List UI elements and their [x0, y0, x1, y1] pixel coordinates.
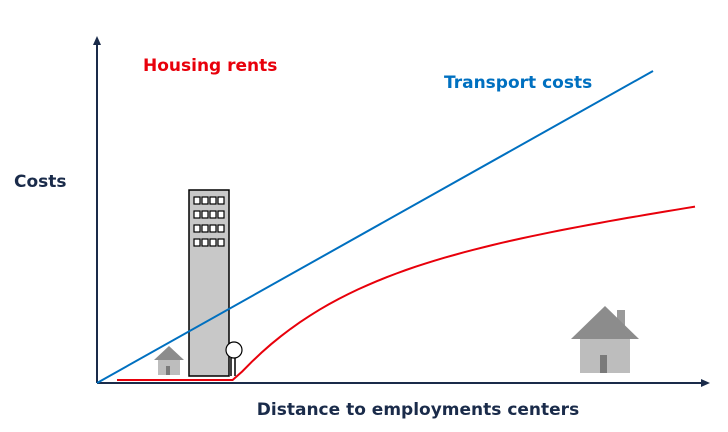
axes	[93, 36, 710, 387]
tower-window	[209, 238, 217, 247]
y-axis-label: Costs	[14, 172, 67, 192]
y-axis-arrow	[93, 36, 101, 45]
apartment-tower-icon	[188, 189, 230, 377]
tower-window	[217, 224, 225, 233]
x-axis-arrow	[701, 379, 710, 387]
tower-window	[193, 196, 201, 205]
tower-window	[193, 210, 201, 219]
series-line-transport-costs	[96, 70, 654, 384]
large-house-icon	[571, 306, 639, 373]
tower-window	[209, 196, 217, 205]
tower-window	[217, 196, 225, 205]
tower-window	[201, 224, 209, 233]
person-icon	[225, 341, 243, 376]
series-label-housing-rents: Housing rents	[143, 56, 277, 76]
tower-windows	[193, 196, 225, 247]
tower-window	[201, 196, 209, 205]
tower-window	[201, 210, 209, 219]
tower-window	[193, 224, 201, 233]
series-label-transport-costs: Transport costs	[444, 73, 592, 93]
small-house-icon	[154, 346, 184, 375]
series-line-housing-rents	[117, 205, 696, 381]
tower-window	[201, 238, 209, 247]
tower-window	[217, 238, 225, 247]
tower-window	[209, 210, 217, 219]
x-axis-label: Distance to employments centers	[257, 400, 579, 420]
tower-window	[193, 238, 201, 247]
tower-window	[217, 210, 225, 219]
tower-window	[209, 224, 217, 233]
